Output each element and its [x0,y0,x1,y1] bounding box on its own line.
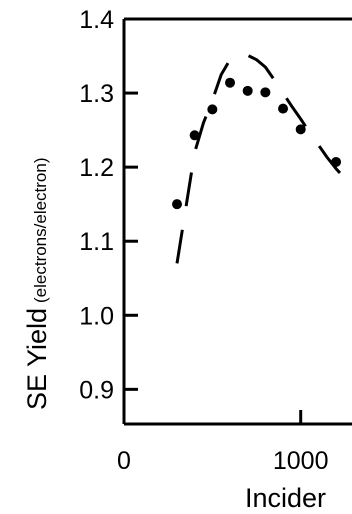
y-axis-title-main: SE Yield [22,308,52,410]
x-tick-label: 1000 [273,447,329,475]
y-tick-label: 1.4 [79,6,114,34]
data-point [189,130,200,141]
data-point [207,104,218,115]
dashed-series-line [175,53,352,264]
x-ticks: 0 1000 [117,410,329,475]
series-layer [172,53,352,264]
x-axis-title: Incider [245,483,326,513]
data-point [278,103,289,114]
y-tick-label: 1.3 [79,80,114,108]
y-ticks: 0.9 1.0 1.1 1.2 1.3 1.4 [79,6,138,404]
y-axis-title-unit: (electrons/electron) [31,157,50,303]
y-tick-label: 1.1 [79,228,114,256]
data-point [242,85,253,96]
plot-area: 0.9 1.0 1.1 1.2 1.3 1.4 0 1000 [79,6,352,475]
y-tick-label: 1.0 [79,302,114,330]
x-tick-label: 0 [117,447,131,475]
data-point [260,87,271,98]
y-tick-label: 0.9 [79,376,114,404]
y-tick-label: 1.2 [79,154,114,182]
data-point [225,77,236,88]
data-point [295,124,306,135]
data-point [172,199,183,210]
